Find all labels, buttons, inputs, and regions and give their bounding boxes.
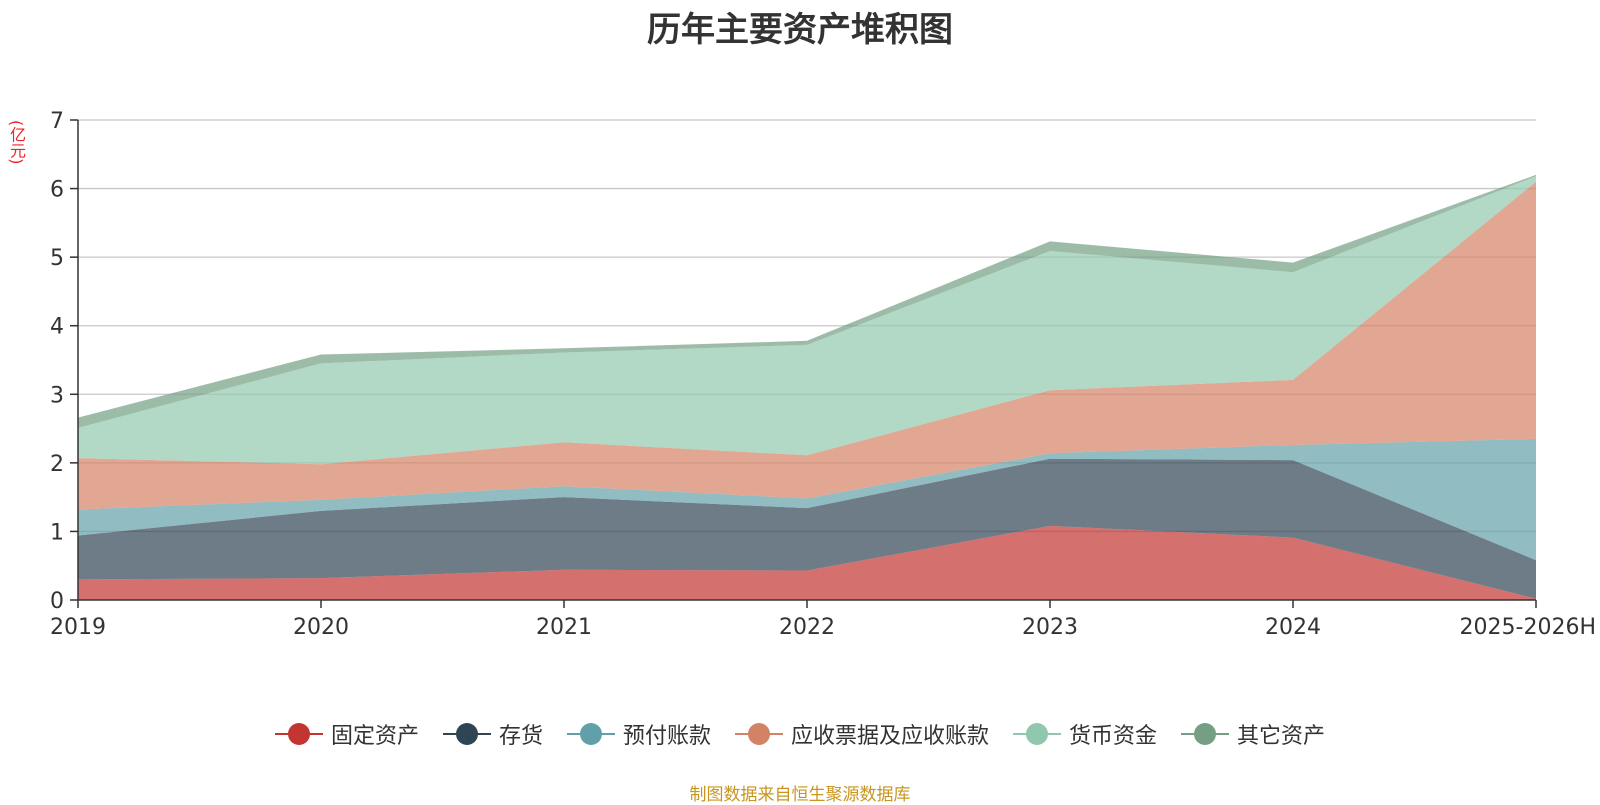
legend: 固定资产 存货 预付账款 应收票据及应收账款 货币资金 其它资产 <box>0 718 1600 750</box>
x-tick-label: 2019 <box>50 615 106 640</box>
x-tick-label: 2021 <box>536 615 592 640</box>
source-note: 制图数据来自恒生聚源数据库 <box>689 785 911 805</box>
legend-swatch <box>1013 722 1062 746</box>
legend-swatch <box>735 722 783 746</box>
legend-item-2[interactable]: 预付账款 <box>566 718 711 750</box>
x-tick-label: 2023 <box>1022 615 1078 640</box>
legend-item-1[interactable]: 存货 <box>442 718 543 750</box>
y-tick-label: 5 <box>50 246 64 271</box>
legend-swatch <box>442 722 491 746</box>
y-tick-label: 0 <box>50 589 64 614</box>
legend-label: 固定资产 <box>330 724 419 749</box>
y-tick-label: 2 <box>50 452 64 477</box>
y-tick-label: 7 <box>50 109 64 134</box>
legend-label: 货币资金 <box>1069 724 1158 749</box>
y-axis-unit-label: (亿元) <box>7 120 26 165</box>
area-series-3[interactable] <box>78 181 1536 510</box>
area-series-1[interactable] <box>78 458 1536 599</box>
x-tick-label: 2025-2026H <box>1460 615 1596 640</box>
legend-swatch <box>1181 722 1230 746</box>
stacked-areas <box>78 174 1536 600</box>
legend-item-5[interactable]: 其它资产 <box>1181 718 1325 750</box>
area-series-0[interactable] <box>78 525 1536 600</box>
x-tick-label: 2022 <box>779 615 835 640</box>
legend-item-3[interactable]: 应收票据及应收账款 <box>735 718 989 750</box>
y-tick-label: 1 <box>50 520 64 545</box>
chart-title: 历年主要资产堆积图 <box>647 10 953 50</box>
legend-swatch <box>274 722 323 746</box>
legend-item-4[interactable]: 货币资金 <box>1013 718 1157 750</box>
chart-plot-area: 0 1 2 3 4 5 6 7 2019 2020 2021 2022 2023 2024 2025-202… <box>50 109 1596 640</box>
legend-label: 应收票据及应收账款 <box>791 724 990 749</box>
x-tick-label: 2020 <box>293 615 349 640</box>
x-tick-label: 2024 <box>1265 615 1321 640</box>
y-tick-label: 6 <box>50 178 64 203</box>
legend-swatch <box>566 722 615 746</box>
legend-label: 存货 <box>498 724 543 749</box>
y-tick-label: 4 <box>50 315 64 340</box>
legend-item-0[interactable]: 固定资产 <box>274 718 419 750</box>
area-series-4[interactable] <box>78 176 1536 465</box>
legend-label: 其它资产 <box>1237 724 1326 749</box>
axes: 0 1 2 3 4 5 6 7 2019 2020 2021 2022 2023 2024 2025-202… <box>50 109 1596 640</box>
area-series-2[interactable] <box>78 438 1536 561</box>
y-tick-label: 3 <box>50 383 64 408</box>
legend-label: 预付账款 <box>622 724 711 749</box>
